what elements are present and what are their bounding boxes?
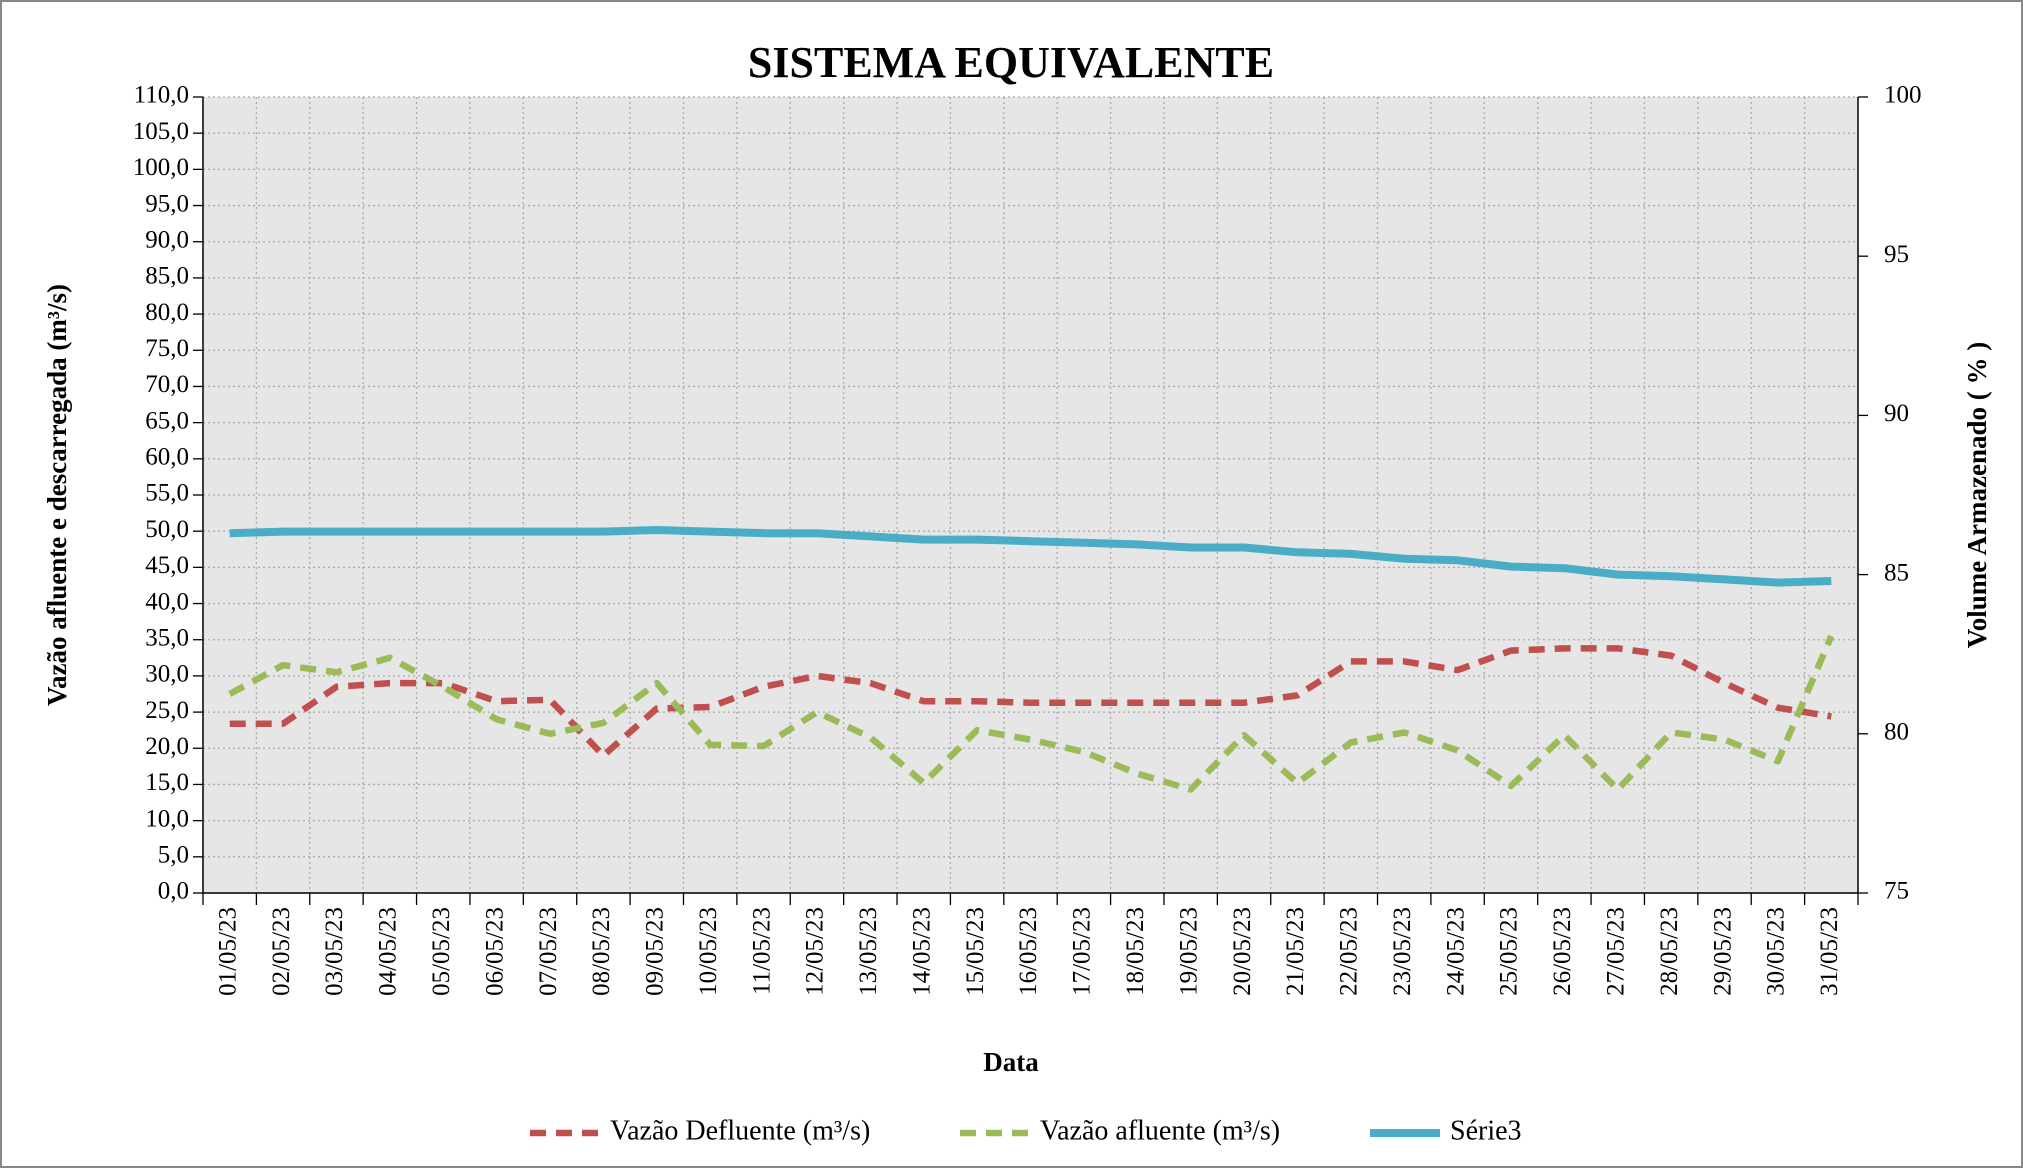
y-tick-label: 20,0 (145, 733, 189, 760)
y-tick-label: 15,0 (145, 769, 189, 796)
x-tick-label: 23/05/23 (1389, 907, 1416, 996)
x-tick-label: 05/05/23 (428, 907, 455, 996)
x-tick-label: 18/05/23 (1122, 907, 1149, 996)
y-tick-label: 100,0 (133, 154, 189, 181)
x-tick-label: 04/05/23 (375, 907, 402, 996)
y2-tick-label: 75 (1884, 878, 1909, 905)
legend-label: Vazão Defluente (m³/s) (610, 1115, 870, 1146)
chart-title: SISTEMA EQUIVALENTE (748, 38, 1274, 87)
y-axis-label: Vazão afluente e descarregada (m³/s) (42, 284, 72, 706)
y-tick-label: 0,0 (158, 878, 189, 905)
series-line (229, 526, 1832, 587)
x-tick-label: 22/05/23 (1336, 907, 1363, 996)
x-tick-label: 17/05/23 (1069, 907, 1096, 996)
x-tick-label: 26/05/23 (1549, 907, 1576, 996)
y2-tick-label: 80 (1884, 719, 1909, 746)
x-tick-label: 13/05/23 (855, 907, 882, 996)
y-tick-label: 70,0 (145, 371, 189, 398)
y2-tick-label: 100 (1884, 82, 1922, 109)
y-tick-label: 5,0 (158, 842, 189, 869)
legend-label: Série3 (1450, 1115, 1522, 1146)
x-tick-label: 12/05/23 (802, 907, 829, 996)
x-tick-label: 03/05/23 (321, 907, 348, 996)
y-tick-label: 30,0 (145, 661, 189, 688)
y-tick-label: 25,0 (145, 697, 189, 724)
y-tick-label: 90,0 (145, 226, 189, 253)
y-tick-label: 10,0 (145, 805, 189, 832)
x-tick-label: 24/05/23 (1442, 907, 1469, 996)
x-tick-label: 25/05/23 (1496, 907, 1523, 996)
x-tick-label: 28/05/23 (1656, 907, 1683, 996)
series-line (229, 645, 1832, 759)
x-tick-label: 31/05/23 (1816, 907, 1843, 996)
x-tick-label: 07/05/23 (535, 907, 562, 996)
x-tick-label: 20/05/23 (1229, 907, 1256, 996)
x-tick-label: 30/05/23 (1763, 907, 1790, 996)
y-tick-label: 40,0 (145, 588, 189, 615)
x-tick-label: 16/05/23 (1015, 907, 1042, 996)
y-tick-label: 75,0 (145, 335, 189, 362)
y-tick-label: 85,0 (145, 263, 189, 290)
y2-tick-label: 85 (1884, 559, 1909, 586)
y-tick-label: 35,0 (145, 624, 189, 651)
x-tick-label: 27/05/23 (1602, 907, 1629, 996)
x-tick-label: 08/05/23 (588, 907, 615, 996)
x-tick-label: 15/05/23 (962, 907, 989, 996)
y2-tick-label: 90 (1884, 400, 1909, 427)
x-tick-label: 01/05/23 (214, 907, 241, 996)
y2-tick-label: 95 (1884, 241, 1909, 268)
x-tick-label: 14/05/23 (908, 907, 935, 996)
y-tick-label: 95,0 (145, 190, 189, 217)
x-tick-label: 02/05/23 (268, 907, 295, 996)
y2-axis-label: Volume Armazenado ( % ) (1962, 342, 1992, 648)
y-tick-label: 80,0 (145, 299, 189, 326)
x-tick-label: 10/05/23 (695, 907, 722, 996)
x-axis-label: Data (983, 1047, 1039, 1077)
y-tick-label: 60,0 (145, 444, 189, 471)
x-tick-label: 06/05/23 (481, 907, 508, 996)
x-tick-label: 09/05/23 (642, 907, 669, 996)
y-tick-label: 50,0 (145, 516, 189, 543)
y-tick-label: 65,0 (145, 407, 189, 434)
y-tick-label: 55,0 (145, 480, 189, 507)
x-tick-label: 11/05/23 (748, 907, 775, 995)
x-tick-label: 21/05/23 (1282, 907, 1309, 996)
y-tick-label: 45,0 (145, 552, 189, 579)
x-tick-label: 19/05/23 (1175, 907, 1202, 996)
series-line (228, 634, 1835, 793)
y-tick-label: 105,0 (133, 118, 189, 145)
x-tick-label: 29/05/23 (1709, 907, 1736, 996)
legend-label: Vazão afluente (m³/s) (1040, 1115, 1280, 1146)
y-tick-label: 110,0 (134, 82, 189, 109)
